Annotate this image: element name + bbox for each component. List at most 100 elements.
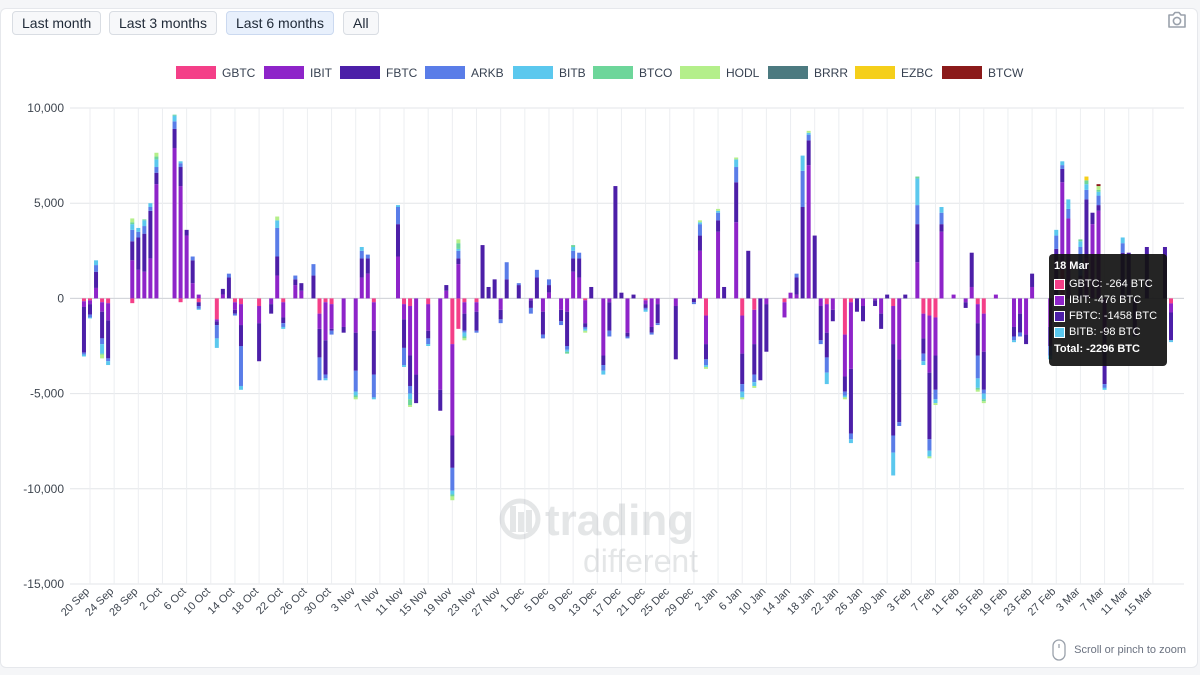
bar-segment-arkb bbox=[752, 374, 757, 383]
bar-segment-fbtc bbox=[559, 309, 564, 322]
tooltip-row-label: BITB: -98 BTC bbox=[1069, 326, 1141, 338]
bar-segment-fbtc bbox=[806, 140, 811, 166]
bar-segment-bitb bbox=[1096, 191, 1101, 196]
range-button-all[interactable]: All bbox=[343, 11, 379, 35]
bar-segment-fbtc bbox=[885, 294, 890, 299]
bar-segment-arkb bbox=[172, 121, 177, 129]
bar-segment-fbtc bbox=[438, 389, 443, 411]
bar-segment-fbtc bbox=[480, 245, 485, 299]
watermark-text: trading bbox=[545, 496, 694, 545]
bar-segment-hodl bbox=[456, 239, 461, 244]
bar-segment-btco bbox=[981, 399, 986, 402]
bar-segment-gbtc bbox=[196, 298, 201, 303]
bar-segment-ibit bbox=[915, 262, 920, 299]
legend-swatch-btcw bbox=[942, 66, 982, 79]
chart-card bbox=[0, 8, 1198, 668]
bar-segment-arkb bbox=[516, 283, 521, 286]
bar-segment-fbtc bbox=[311, 275, 316, 299]
bar-segment-bitb bbox=[106, 361, 111, 366]
legend-swatch-fbtc bbox=[340, 66, 380, 79]
bar-segment-arkb bbox=[655, 323, 660, 326]
bar-segment-arkb bbox=[1054, 235, 1059, 249]
bar-segment-arkb bbox=[371, 374, 376, 398]
bar-segment-fbtc bbox=[969, 252, 974, 287]
bar-segment-ibit bbox=[830, 298, 835, 310]
bar-segment-gbtc bbox=[100, 298, 105, 303]
bar-segment-fbtc bbox=[293, 279, 298, 286]
range-button-last-6-months[interactable]: Last 6 months bbox=[226, 11, 334, 35]
bar-segment-bitb bbox=[1084, 184, 1089, 190]
bar-segment-arkb bbox=[824, 357, 829, 373]
bar-segment-fbtc bbox=[275, 256, 280, 276]
bar-segment-bitb bbox=[752, 382, 757, 386]
bar-segment-ibit bbox=[764, 298, 769, 305]
bar-segment-fbtc bbox=[516, 285, 521, 299]
bar-segment-ibit bbox=[861, 298, 866, 307]
bar-segment-ibit bbox=[154, 184, 159, 299]
bar-segment-arkb bbox=[939, 212, 944, 225]
legend-swatch-bitb bbox=[513, 66, 553, 79]
bar-segment-hodl bbox=[927, 456, 932, 459]
bar-segment-bitb bbox=[371, 397, 376, 400]
legend-label-brrr: BRRR bbox=[814, 66, 848, 80]
bar-segment-fbtc bbox=[794, 277, 799, 295]
bar-segment-hodl bbox=[806, 130, 811, 133]
tooltip-row: IBIT: -476 BTC bbox=[1054, 292, 1162, 308]
legend-label-arkb: ARKB bbox=[471, 66, 504, 80]
bar-segment-fbtc bbox=[1084, 199, 1089, 259]
bar-segment-fbtc bbox=[220, 288, 225, 295]
bar-segment-arkb bbox=[794, 273, 799, 278]
bar-segment-fbtc bbox=[498, 309, 503, 320]
bar-segment-ibit bbox=[565, 298, 570, 312]
bar-segment-fbtc bbox=[933, 355, 938, 390]
bar-segment-fbtc bbox=[136, 237, 141, 270]
tooltip-swatch bbox=[1054, 278, 1065, 290]
bar-segment-ibit bbox=[323, 302, 328, 341]
bar-segment-bitb bbox=[81, 354, 86, 357]
bar-segment-fbtc bbox=[752, 344, 757, 375]
bar-segment-fbtc bbox=[257, 323, 262, 362]
bar-segment-ibit bbox=[703, 315, 708, 345]
bar-segment-arkb bbox=[528, 307, 533, 314]
range-button-last-3-months[interactable]: Last 3 months bbox=[109, 11, 217, 35]
bar-segment-gbtc bbox=[848, 298, 853, 303]
bar-segment-fbtc bbox=[1011, 326, 1016, 337]
bar-segment-ibit bbox=[788, 292, 793, 299]
tooltip-row: BITB: -98 BTC bbox=[1054, 324, 1162, 340]
bar-segment-ibit bbox=[402, 304, 407, 320]
bar-segment-fbtc bbox=[897, 359, 902, 423]
bar-segment-fbtc bbox=[891, 344, 896, 436]
bar-segment-fbtc bbox=[450, 435, 455, 468]
bar-segment-ibit bbox=[649, 298, 654, 327]
bar-segment-gbtc bbox=[408, 298, 413, 307]
camera-icon[interactable] bbox=[1166, 10, 1188, 30]
bar-segment-ibit bbox=[824, 304, 829, 333]
bar-segment-bitb bbox=[716, 210, 721, 213]
bar-segment-fbtc bbox=[842, 376, 847, 392]
bar-segment-arkb bbox=[734, 167, 739, 183]
tooltip-row-label: FBTC: -1458 BTC bbox=[1069, 310, 1158, 322]
range-button-last-month[interactable]: Last month bbox=[12, 11, 102, 35]
chart-tooltip: 18 Mar GBTC: -264 BTC IBIT: -476 BTC FBTC:… bbox=[1049, 254, 1167, 366]
bar-segment-bitb bbox=[450, 490, 455, 495]
bar-segment-ibit bbox=[81, 301, 86, 307]
bar-segment-ibit bbox=[1030, 286, 1035, 299]
tooltip-row: GBTC: -264 BTC bbox=[1054, 276, 1162, 292]
bar-segment-bitb bbox=[456, 248, 461, 251]
bar-segment-arkb bbox=[716, 212, 721, 221]
bar-segment-hodl bbox=[275, 216, 280, 221]
bar-segment-fbtc bbox=[649, 326, 654, 333]
bar-segment-fbtc bbox=[975, 323, 980, 356]
bar-segment-hodl bbox=[1096, 186, 1101, 190]
bar-segment-bitb bbox=[1011, 340, 1016, 343]
bar-segment-fbtc bbox=[625, 332, 630, 337]
bar-segment-ibit bbox=[281, 302, 286, 318]
bar-segment-bitb bbox=[891, 452, 896, 476]
bar-segment-ibit bbox=[1024, 298, 1029, 335]
tooltip-swatch bbox=[1054, 294, 1065, 306]
bar-segment-fbtc bbox=[492, 279, 497, 299]
bar-segment-ibit bbox=[414, 298, 419, 375]
bar-segment-arkb bbox=[456, 250, 461, 259]
bar-segment-ibit bbox=[740, 315, 745, 354]
bar-segment-fbtc bbox=[269, 304, 274, 314]
